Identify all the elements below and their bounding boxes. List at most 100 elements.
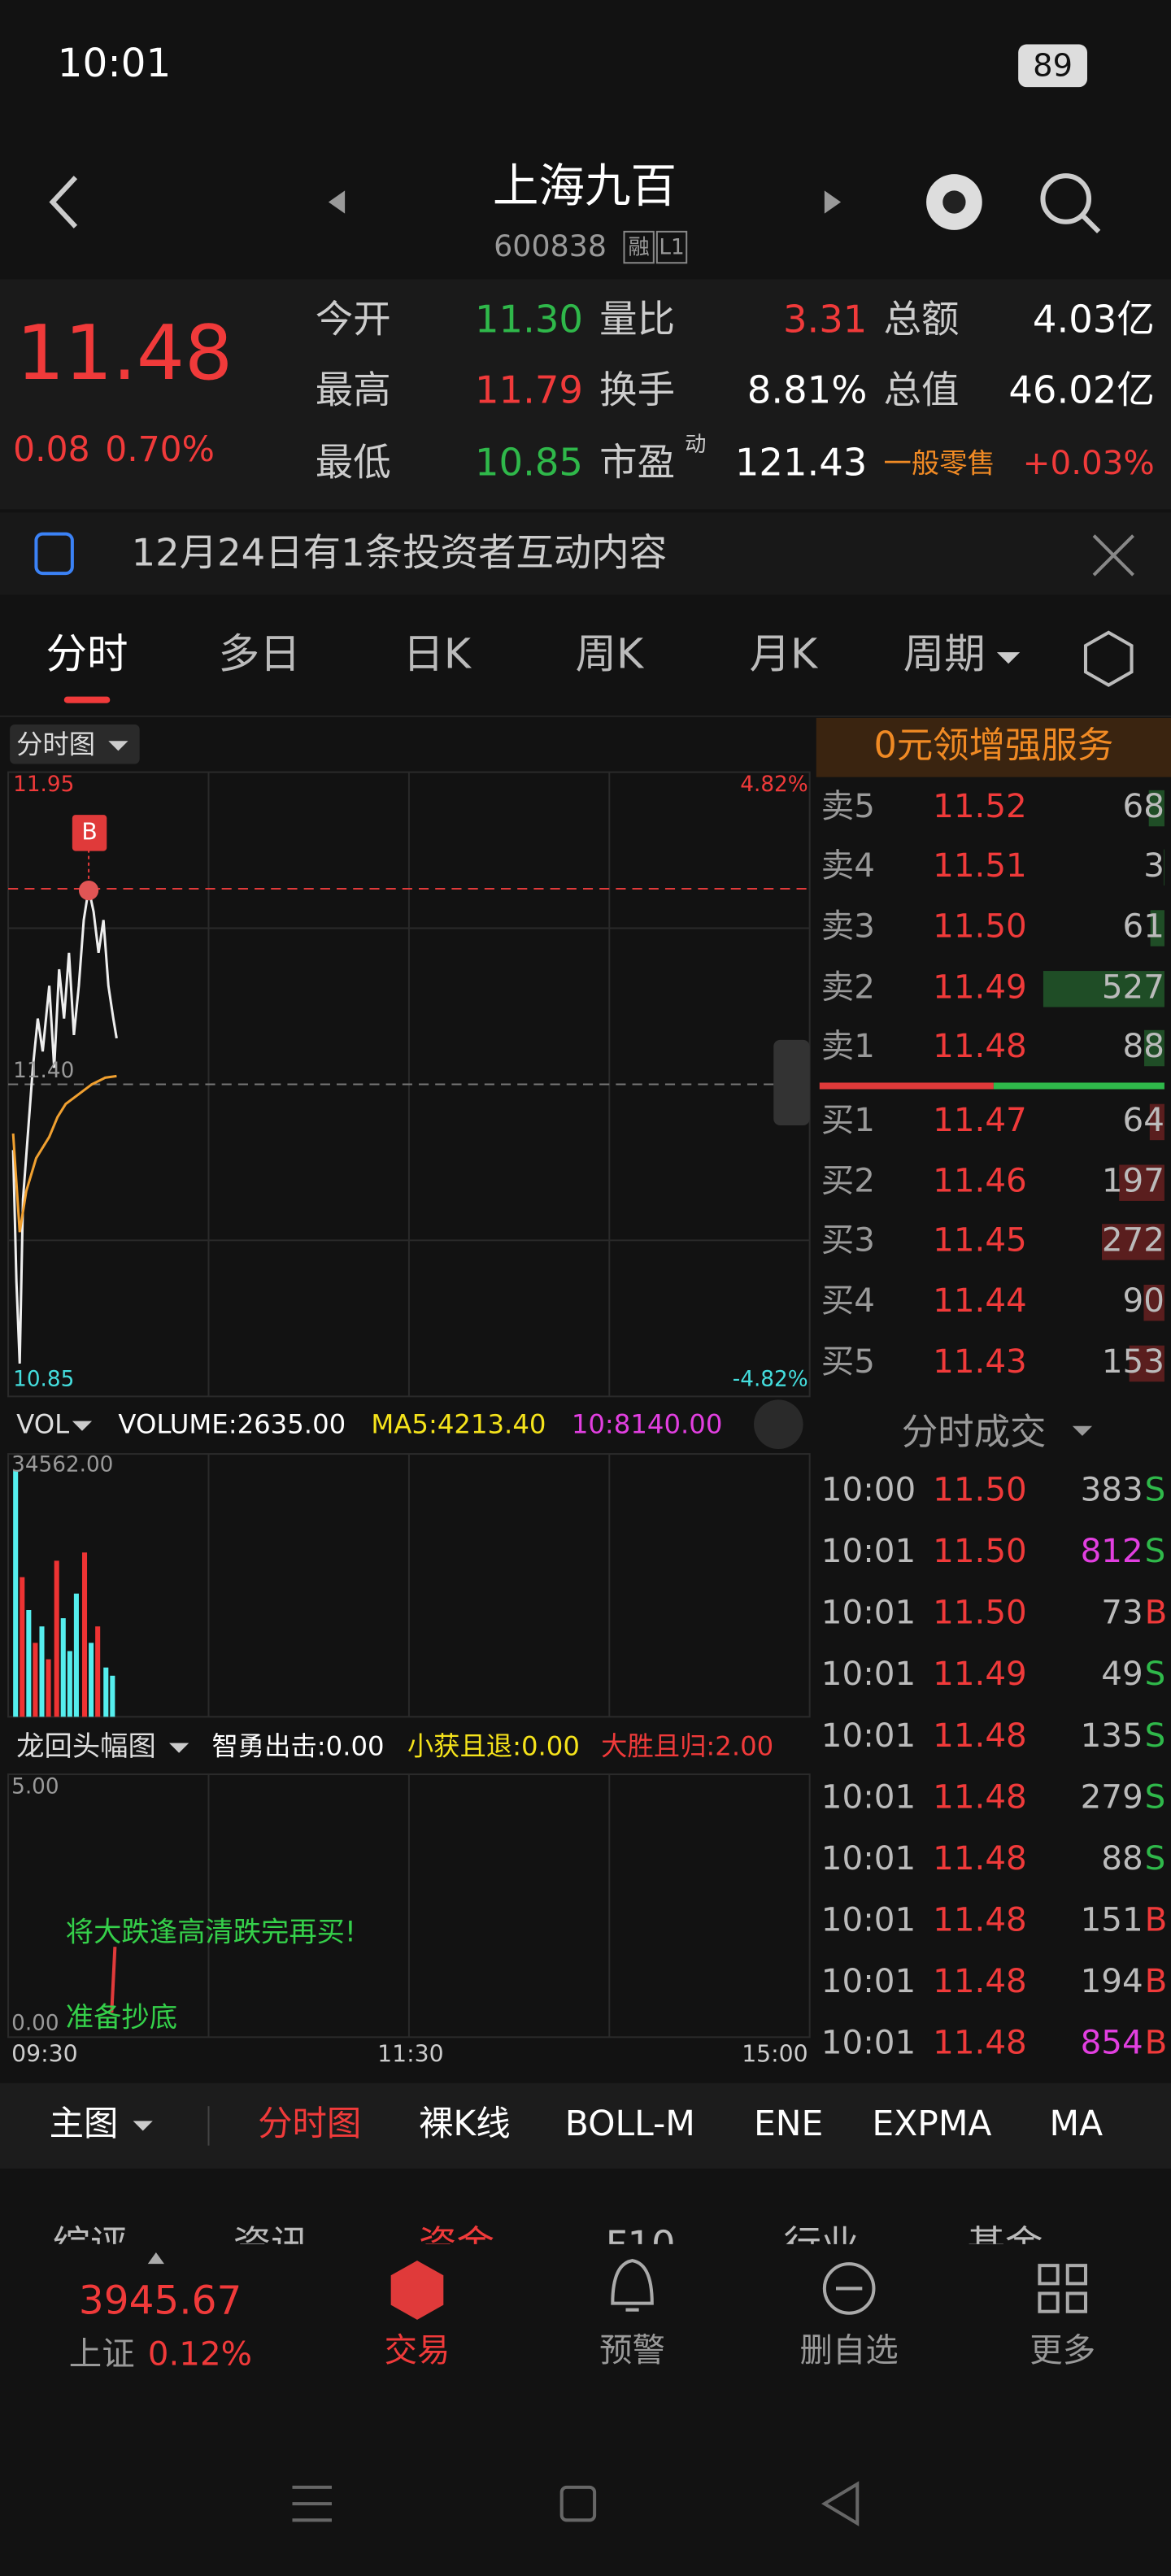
book-volume: 68 [1123,786,1164,825]
buy-point [78,880,99,901]
trade-icon[interactable] [390,2261,444,2320]
volume-bars [13,1470,115,1717]
stat-label: 总值 [884,368,960,411]
close-notice[interactable] [1092,534,1134,577]
back-key[interactable] [821,2481,860,2526]
trade-time: 10:01 [821,1531,916,1570]
promo-banner[interactable] [816,717,1171,777]
book-label: 卖3 [821,907,875,946]
trade-side: B [1145,1899,1168,1939]
fullscreen-button[interactable] [754,1399,803,1449]
indicator-line: 小获且退:0.00 [407,1731,580,1762]
index-change: 0.12% [148,2334,252,2373]
stat-label: 一般零售 [884,447,995,480]
trade-volume: 73 [1101,1593,1143,1632]
book-volume: 64 [1123,1100,1164,1139]
quote-panel [0,279,1171,510]
main-chart-menu[interactable]: 主图 [50,2104,119,2144]
price-mid: 11.40 [13,1059,74,1083]
time-tick: 09:30 [11,2041,77,2068]
vol-selector[interactable]: VOL [16,1409,69,1440]
nav-item[interactable]: 删自选 [800,2330,899,2369]
chart-tab[interactable]: 分时 [46,630,128,678]
indicator-selector[interactable]: 龙回头幅图 [16,1730,156,1763]
volume-bar [1129,1345,1164,1382]
volume-bar [1148,790,1164,827]
more-icon[interactable] [1038,2264,1087,2313]
nav-item[interactable]: 预警 [599,2330,665,2369]
dropdown-arrow [72,1421,93,1431]
volume-bar [1102,1224,1164,1260]
toolbar-item[interactable]: EXPMA [872,2104,991,2144]
badge-box [623,230,655,264]
trade-side: S [1145,1838,1166,1878]
change-pct: 0.70% [105,430,215,470]
home-key[interactable] [559,2485,597,2522]
notice-bar[interactable] [0,512,1171,595]
stat-value: +0.03% [1023,443,1155,482]
change: 0.08 [13,430,89,470]
trades-title[interactable]: 分时成交 [902,1412,1047,1453]
book-label: 卖2 [821,967,875,1006]
chart-tab[interactable]: 周K [575,630,644,678]
trade-time: 10:01 [821,1961,916,2000]
settings-icon[interactable] [1083,630,1134,687]
trade-side: S [1145,1777,1166,1816]
nav-item[interactable]: 交易 [385,2330,451,2369]
clock: 10:01 [58,41,172,86]
remove-icon[interactable] [822,2262,876,2315]
vol-max: 34562.00 [11,1453,113,1477]
dropdown-arrow [133,2121,153,2131]
badge-box [655,230,688,264]
trade-volume: 49 [1101,1654,1143,1693]
toolbar-item[interactable]: BOLL-M [565,2104,695,2144]
index-arrow [147,2252,164,2265]
stat-value: 10.85 [475,440,583,484]
chart-selector[interactable]: 分时图 [16,729,95,759]
chart-tab[interactable]: 多日 [219,630,301,678]
chart-tab[interactable]: 日K [403,630,472,678]
chart-tab[interactable]: 周期 [903,630,986,678]
stat-value: 8.81% [747,368,868,411]
next-stock[interactable] [824,190,842,214]
volume-bar [1149,1103,1164,1141]
prev-stock[interactable] [328,190,346,214]
toolbar-item[interactable]: ENE [754,2104,823,2144]
trade-volume: 88 [1101,1838,1143,1878]
stock-name: 上海九百 [493,159,677,213]
expand-handle[interactable] [773,1039,810,1125]
trade-volume: 194 [1081,1961,1143,2000]
toolbar-item[interactable]: 裸K线 [419,2104,511,2144]
book-label: 卖5 [821,786,875,825]
trade-price: 11.48 [933,1899,1027,1939]
stat-label: 量比 [599,297,675,341]
nav-item[interactable]: 更多 [1030,2330,1095,2369]
back-button[interactable] [49,176,78,228]
book-price: 11.50 [933,907,1027,946]
trade-time: 10:01 [821,2023,916,2062]
battery-level: 89 [1033,47,1073,84]
vol-ma5: MA5:4213.40 [371,1409,546,1440]
toolbar-item[interactable]: MA [1050,2104,1104,2144]
trade-side: B [1145,1593,1168,1632]
trade-price: 11.50 [933,1470,1027,1509]
book-volume: 197 [1102,1161,1164,1200]
selector-box[interactable] [10,724,140,764]
notice-text[interactable]: 12月24日有1条投资者互动内容 [132,530,668,574]
trade-price: 11.48 [933,1838,1027,1878]
menu-key[interactable] [292,2485,332,2522]
book-price: 11.52 [933,786,1027,825]
alert-icon[interactable] [611,2259,654,2312]
trade-time: 10:01 [821,1716,916,1755]
search-icon[interactable] [1040,173,1092,224]
book-label: 买3 [821,1220,875,1259]
volume-bar [1043,971,1164,1007]
stat-label-sup: 动 [685,433,706,457]
toolbar-item[interactable]: 分时图 [258,2104,361,2144]
trade-price: 11.50 [933,1593,1027,1632]
book-price: 11.44 [933,1281,1027,1320]
chart-tab[interactable]: 月K [750,630,819,678]
promo-text[interactable]: 0元领增强服务 [873,724,1113,766]
book-label: 买5 [821,1342,875,1381]
trade-volume: 854 [1081,2023,1143,2062]
